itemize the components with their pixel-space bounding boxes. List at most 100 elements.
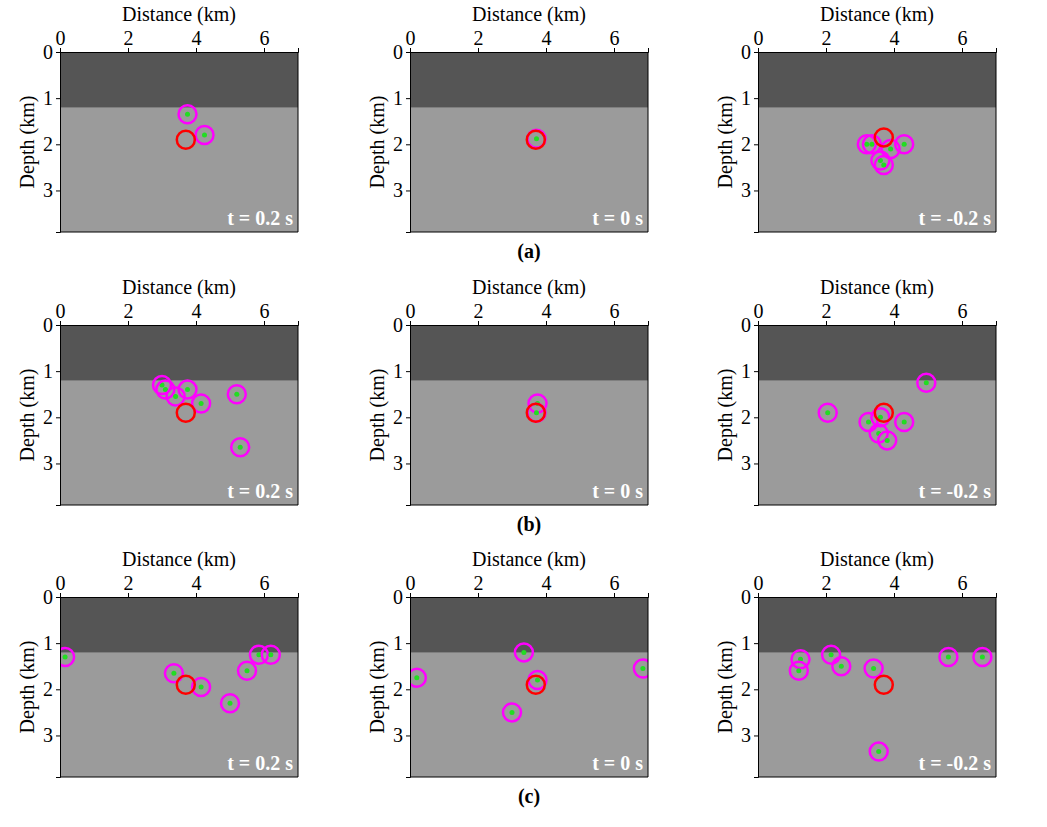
y-tick-label: 0 <box>741 314 751 336</box>
y-tick: 1 <box>393 87 410 109</box>
source-marker <box>527 676 545 694</box>
y-tick-label: 3 <box>741 179 751 201</box>
plot-area <box>60 597 298 777</box>
y-tick: 2 <box>393 678 410 700</box>
panel: 02460123Distance (km)Depth (km)t = -0.2 … <box>714 3 997 233</box>
muted-zone <box>60 597 298 652</box>
x-axis: 0246 <box>56 300 299 326</box>
x-tick-label: 6 <box>260 572 270 594</box>
x-tick: 2 <box>474 27 484 52</box>
image-background <box>758 325 996 505</box>
marker-dot <box>871 666 876 671</box>
marker-ring <box>165 664 183 682</box>
source-marker <box>832 657 850 675</box>
y-tick-mark <box>56 98 60 99</box>
y-tick: 0 <box>43 41 60 63</box>
y-axis: 0123 <box>393 41 411 233</box>
x-axis: 0246 <box>56 572 299 598</box>
source-marker <box>865 660 883 678</box>
y-tick-mark <box>754 735 758 736</box>
x-tick: 6 <box>958 572 968 597</box>
source-marker <box>822 646 840 664</box>
y-axis: 0123 <box>741 314 759 506</box>
muted-zone <box>60 52 298 107</box>
y-axis-line <box>406 53 411 233</box>
marker-ring <box>875 128 893 146</box>
y-tick-mark <box>754 325 758 326</box>
source-marker <box>527 131 545 149</box>
muted-zone <box>60 325 298 380</box>
panel: 02460123Distance (km)Depth (km)t = -0.2 … <box>714 548 997 778</box>
y-tick-mark <box>406 735 410 736</box>
plot-area <box>60 325 298 505</box>
y-axis-line <box>56 326 61 506</box>
marker-dot <box>173 394 178 399</box>
marker-ring <box>410 669 426 687</box>
y-tick: 3 <box>43 724 60 746</box>
x-tick-label: 6 <box>958 300 968 322</box>
muted-zone <box>758 325 996 380</box>
plot-frame <box>758 52 996 232</box>
plot-area <box>758 325 996 505</box>
y-tick-label: 2 <box>43 133 53 155</box>
x-axis: 0246 <box>56 27 299 53</box>
y-tick-mark <box>754 463 758 464</box>
y-tick-mark <box>406 190 410 191</box>
panel: 02460123Distance (km)Depth (km)t = 0.2 s <box>16 548 299 778</box>
x-tick: 4 <box>192 300 202 325</box>
y-tick-mark <box>406 52 410 53</box>
plot-frame <box>410 52 648 232</box>
y-tick: 2 <box>741 406 758 428</box>
y-tick: 1 <box>741 632 758 654</box>
image-background <box>410 325 648 505</box>
x-tick-label: 4 <box>192 27 202 49</box>
x-axis-title: Distance (km) <box>122 548 236 571</box>
marker-dot <box>185 387 190 392</box>
x-axis-title: Distance (km) <box>820 276 934 299</box>
y-tick-mark <box>56 144 60 145</box>
x-axis-title: Distance (km) <box>122 276 236 299</box>
marker-ring <box>262 646 280 664</box>
marker-ring <box>527 130 545 148</box>
source-marker <box>196 126 214 144</box>
marker-ring <box>179 105 197 123</box>
image-background <box>758 597 996 777</box>
source-marker <box>917 374 935 392</box>
time-annotation: t = 0 s <box>592 752 643 774</box>
y-tick-mark <box>406 144 410 145</box>
row-caption: (c) <box>518 785 540 808</box>
x-tick: 0 <box>56 572 66 597</box>
y-axis-line <box>56 53 61 233</box>
y-axis-line <box>406 598 411 778</box>
y-tick-label: 0 <box>43 41 53 63</box>
y-tick-label: 2 <box>43 406 53 428</box>
source-marker <box>228 385 246 403</box>
marker-ring <box>177 676 195 694</box>
marker-dot <box>866 419 871 424</box>
marker-dot <box>924 380 929 385</box>
marker-dot <box>902 142 907 147</box>
image-background <box>410 597 648 777</box>
marker-ring <box>870 743 888 761</box>
marker-dot <box>534 136 539 141</box>
x-tick: 4 <box>542 572 552 597</box>
y-tick-label: 0 <box>393 41 403 63</box>
y-axis: 0123 <box>43 314 61 506</box>
x-tick-label: 4 <box>542 300 552 322</box>
source-marker <box>515 643 533 661</box>
y-tick-label: 0 <box>393 314 403 336</box>
y-tick-label: 3 <box>741 452 751 474</box>
y-tick: 3 <box>393 724 410 746</box>
y-tick: 3 <box>741 724 758 746</box>
y-axis-title: Depth (km) <box>16 369 39 462</box>
marker-dot <box>202 133 207 138</box>
y-tick-label: 1 <box>741 87 751 109</box>
figure: 02460123Distance (km)Depth (km)t = 0.2 s… <box>0 0 1047 827</box>
marker-ring <box>878 431 896 449</box>
source-marker <box>790 662 808 680</box>
plot-frame <box>410 597 648 777</box>
source-marker <box>527 404 545 422</box>
marker-dot <box>521 650 526 655</box>
x-tick-label: 4 <box>890 27 900 49</box>
y-tick-mark <box>406 643 410 644</box>
